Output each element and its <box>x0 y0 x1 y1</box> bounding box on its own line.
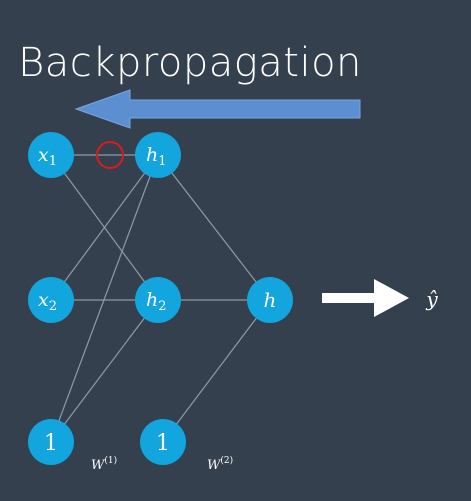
output-label-y-hat: ŷ <box>425 287 438 311</box>
node-h1-label: h1 <box>146 144 167 169</box>
edge-h1-h <box>157 154 271 301</box>
node-x1: x1 <box>28 132 74 178</box>
edge-x2-h1 <box>50 154 159 301</box>
weight-label-w2: W(2) <box>207 455 233 473</box>
edge-biash-h <box>162 299 271 443</box>
node-x1-label: x1 <box>38 144 57 169</box>
backprop-arrow <box>74 89 361 129</box>
node-x2: x2 <box>28 277 74 323</box>
node-bias-input-label: 1 <box>44 431 58 456</box>
node-bias-hidden: 1 <box>140 419 186 465</box>
node-h-label: h <box>264 288 277 312</box>
edge-bias-h2 <box>50 299 159 443</box>
output-arrow <box>322 279 409 317</box>
diagram-title: Backpropagation <box>18 40 362 86</box>
edge-bias-h1 <box>50 154 159 443</box>
node-bias-input: 1 <box>28 419 74 465</box>
node-h1: h1 <box>135 132 181 178</box>
node-bias-hidden-label: 1 <box>156 431 170 456</box>
node-x2-label: x2 <box>38 289 57 314</box>
node-h2-label: h2 <box>146 289 167 314</box>
highlighted-weight-marker <box>96 141 124 169</box>
node-h2: h2 <box>135 277 181 323</box>
weight-label-w1: W(1) <box>91 455 117 473</box>
node-h: h <box>247 277 293 323</box>
